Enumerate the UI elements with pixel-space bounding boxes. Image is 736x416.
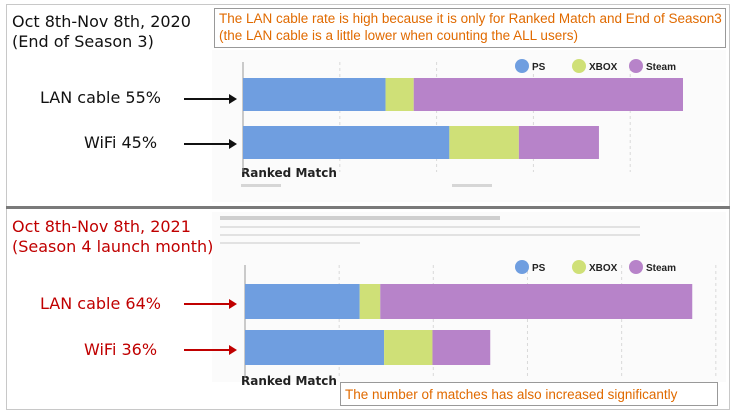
- bottom-bar-lan-cable-steam: [380, 284, 693, 319]
- bottom-faint-row2: [220, 234, 640, 236]
- bottom-bar-lan-cable-xbox: [359, 284, 381, 319]
- top-faint-text: [241, 184, 281, 187]
- top-legend-swatch-ps: [515, 59, 529, 73]
- top-legend-label-steam: Steam: [646, 62, 676, 73]
- top-note: The LAN cable rate is high because it is…: [214, 8, 726, 48]
- bottom-legend-label-ps: PS: [532, 263, 546, 274]
- bottom-faint-header: [220, 216, 500, 220]
- top-note-line1: The LAN cable rate is high because it is…: [219, 11, 722, 26]
- top-bar-lan-cable-ps: [243, 78, 386, 111]
- top-legend-label-xbox: XBOX: [589, 62, 618, 73]
- top-title: Oct 8th-Nov 8th, 2020 (End of Season 3): [12, 12, 191, 52]
- top-title-line1: Oct 8th-Nov 8th, 2020: [12, 12, 191, 31]
- bottom-legend-swatch-steam: [629, 260, 643, 274]
- bottom-ranked-label: Ranked Match: [241, 374, 337, 388]
- top-legend-swatch-steam: [629, 59, 643, 73]
- bottom-bar-wifi-steam: [432, 330, 491, 365]
- top-legend-label-ps: PS: [532, 62, 546, 73]
- bottom-lan-arrow: [184, 299, 237, 309]
- bottom-faint-row1: [220, 226, 640, 228]
- top-wifi-arrow: [184, 139, 237, 149]
- top-title-line2: (End of Season 3): [12, 32, 154, 51]
- bottom-legend-swatch-xbox: [572, 260, 586, 274]
- top-bar-lan-cable-steam: [413, 78, 683, 111]
- top-lan-arrow: [184, 94, 237, 104]
- bottom-title-line1: Oct 8th-Nov 8th, 2021: [12, 217, 191, 236]
- bottom-note: The number of matches has also increased…: [340, 382, 718, 406]
- bottom-legend-label-steam: Steam: [646, 263, 676, 274]
- bottom-bar-wifi-xbox: [384, 330, 433, 365]
- bottom-title-line2: (Season 4 launch month): [12, 237, 214, 256]
- bottom-wifi-arrow: [184, 345, 237, 355]
- bottom-bar-lan-cable-ps: [245, 284, 360, 319]
- bottom-wifi-label: WiFi 36%: [84, 340, 158, 359]
- bottom-lan-label: LAN cable 64%: [40, 294, 161, 313]
- top-faint-text-2: [452, 184, 492, 187]
- top-bar-wifi-ps: [243, 126, 450, 159]
- top-bar-lan-cable-xbox: [385, 78, 414, 111]
- section-divider: [6, 206, 730, 209]
- top-ranked-label: Ranked Match: [241, 166, 337, 180]
- top-note-line2: (the LAN cable is a little lower when co…: [219, 28, 578, 43]
- bottom-legend-label-xbox: XBOX: [589, 263, 618, 274]
- bottom-title: Oct 8th-Nov 8th, 2021 (Season 4 launch m…: [12, 217, 213, 257]
- top-bar-wifi-steam: [518, 126, 599, 159]
- bottom-legend-swatch-ps: [515, 260, 529, 274]
- top-legend-swatch-xbox: [572, 59, 586, 73]
- top-wifi-label: WiFi 45%: [84, 133, 158, 152]
- top-bar-wifi-xbox: [449, 126, 519, 159]
- top-lan-label: LAN cable 55%: [40, 88, 161, 107]
- bottom-bar-wifi-ps: [245, 330, 385, 365]
- bottom-faint-row3: [220, 242, 360, 244]
